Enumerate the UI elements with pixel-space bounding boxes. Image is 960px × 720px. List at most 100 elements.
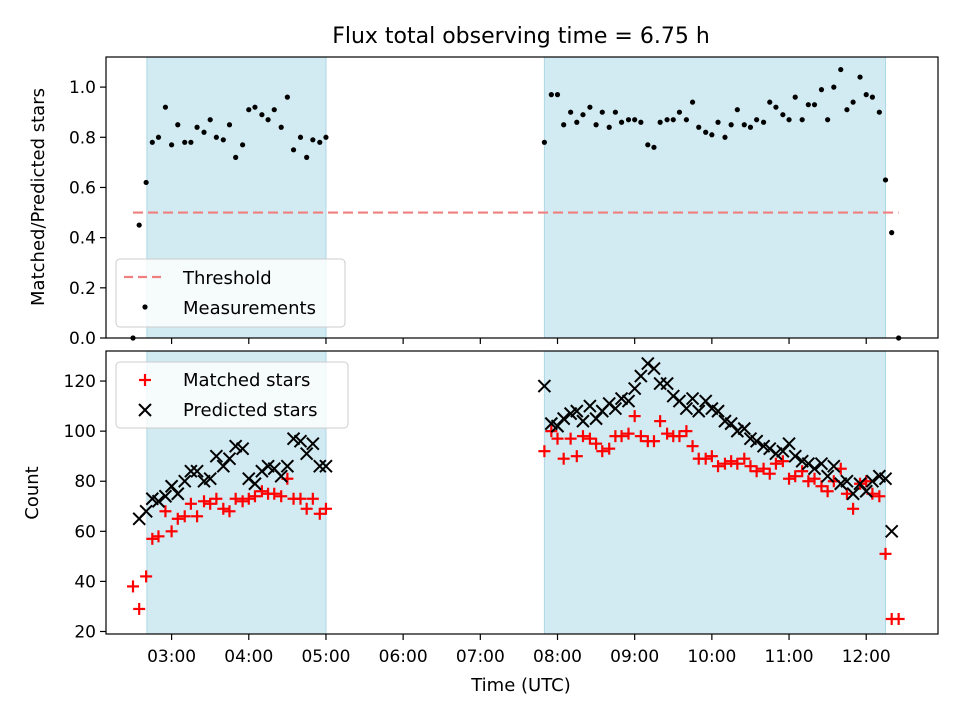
predicted-star-marker	[583, 399, 597, 413]
measurement-point	[194, 124, 200, 130]
predicted-star-marker	[235, 441, 250, 456]
matched-star-marker	[268, 487, 281, 500]
matched-star-marker	[769, 457, 782, 470]
matched-star-marker	[789, 470, 802, 483]
predicted-star-marker	[679, 401, 694, 416]
matched-star-marker	[538, 445, 551, 458]
measurement-point	[561, 122, 567, 128]
measurement-point	[818, 87, 825, 93]
measurement-point	[587, 104, 593, 110]
predicted-star-marker	[248, 477, 262, 491]
observing-window-band	[543, 350, 887, 635]
chart-title: Flux total observing time = 6.75 h	[332, 24, 710, 49]
measurement-point	[889, 230, 895, 236]
x-tick-label: 04:00	[224, 647, 273, 667]
measurement-point	[670, 117, 676, 123]
measurement-point	[599, 109, 605, 115]
matched-star-marker	[248, 490, 261, 503]
matched-star-marker	[603, 442, 616, 455]
x-tick-label: 10:00	[687, 647, 736, 667]
predicted-star-marker	[884, 524, 899, 539]
matched-star-marker	[686, 440, 699, 453]
matched-star-marker	[204, 497, 217, 510]
measurement-point	[240, 142, 246, 148]
measurement-point	[754, 117, 760, 123]
measurement-point	[863, 92, 869, 98]
x-tick-label: 12:00	[842, 647, 891, 667]
matched-star-marker	[738, 452, 751, 465]
measurement-point	[554, 92, 561, 98]
measurement-point	[213, 134, 219, 140]
matched-star-marker	[840, 487, 853, 500]
matched-star-marker	[622, 427, 635, 440]
measurement-point	[310, 137, 316, 143]
matched-star-marker	[763, 467, 776, 480]
matched-star-marker	[152, 530, 165, 543]
y-tick-label: 60	[74, 522, 96, 542]
y-tick-label: 0.8	[69, 128, 96, 148]
measurement-point	[676, 109, 683, 115]
measurement-point	[149, 139, 155, 145]
measurement-point	[689, 99, 696, 105]
measurement-point	[162, 104, 169, 110]
predicted-star-marker	[576, 414, 590, 428]
matched-star-marker	[198, 495, 211, 508]
measurement-point	[233, 154, 239, 160]
matched-star-marker	[576, 430, 589, 443]
matched-star-marker	[564, 432, 577, 445]
measurement-point	[703, 129, 709, 135]
x-tick-label: 11:00	[765, 647, 814, 667]
matched-star-marker	[229, 492, 242, 505]
predicted-star-marker	[749, 434, 764, 448]
y-tick-label: 40	[74, 572, 96, 592]
measurement-point	[780, 112, 786, 118]
matched-star-marker	[783, 472, 796, 485]
measurement-point	[548, 92, 554, 98]
measurement-point	[657, 119, 663, 125]
predicted-star-marker	[139, 504, 153, 518]
measurement-point	[169, 142, 175, 148]
predicted-star-marker	[313, 459, 327, 473]
x-tick-label: 03:00	[147, 647, 196, 667]
legend-matched-swatch	[139, 374, 151, 386]
predicted-star-marker	[737, 421, 751, 436]
measurement-point	[722, 134, 728, 140]
predicted-star-marker	[158, 489, 173, 503]
matched-star-marker	[699, 452, 712, 465]
predicted-star-marker	[570, 404, 584, 418]
predicted-star-marker	[846, 487, 860, 501]
matched-star-marker	[306, 492, 319, 505]
predicted-star-marker	[537, 379, 552, 393]
predicted-star-marker	[634, 369, 648, 383]
matched-star-marker	[750, 465, 763, 478]
measurement-point	[265, 117, 271, 123]
predicted-star-marker	[228, 439, 243, 453]
count-panel: 20 40 60 80 100 120 03:00 04:00 05:00 06:00 07:00…	[22, 350, 939, 696]
measurement-point	[188, 139, 194, 145]
measurement-point	[651, 144, 657, 150]
measurement-point	[541, 139, 547, 145]
matched-star-marker	[255, 485, 268, 498]
measurement-point	[715, 119, 721, 125]
observing-window-bands	[146, 56, 887, 339]
matched-star-marker	[191, 510, 204, 523]
measurement-point	[760, 119, 767, 125]
matched-star-marker	[757, 462, 770, 475]
legend-predicted-label: Predicted stars	[183, 400, 317, 421]
measurement-point	[290, 147, 297, 153]
measurement-point	[799, 117, 805, 123]
predicted-star-marker	[820, 469, 835, 483]
matched-star-marker	[725, 455, 738, 468]
measurement-point	[696, 124, 702, 130]
matched-star-marker	[647, 435, 660, 448]
predicted-star-marker	[171, 487, 185, 501]
matched-star-marker	[319, 502, 332, 515]
measurement-point	[734, 107, 740, 113]
measurement-point	[645, 142, 651, 148]
predicted-star-marker	[306, 436, 320, 451]
measurement-point	[252, 104, 258, 110]
measurement-point	[632, 117, 638, 123]
matched-star-marker	[570, 450, 583, 463]
predicted-star-marker	[209, 449, 224, 463]
matched-star-marker	[275, 490, 288, 503]
